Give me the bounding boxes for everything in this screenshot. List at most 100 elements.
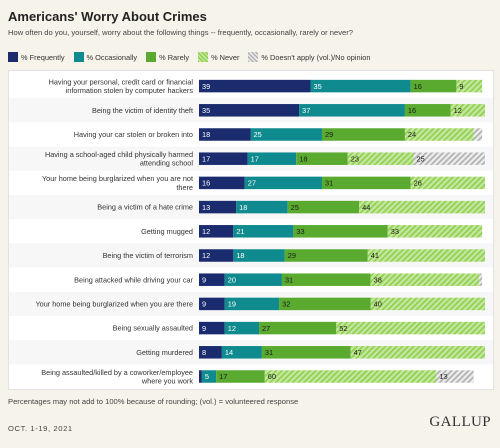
bar-segment [410, 79, 457, 93]
data-label: 18 [299, 154, 307, 163]
bar-segment [221, 346, 262, 359]
bar-segment [233, 225, 294, 238]
data-label: 41 [371, 251, 379, 260]
bar-segment [199, 249, 234, 262]
bar-segment [247, 152, 297, 165]
bar-segment [279, 297, 371, 311]
bar-segment [224, 273, 282, 286]
gallup-logo: GALLUP [429, 414, 491, 430]
bar-segment [224, 321, 260, 335]
data-label: 29 [325, 130, 333, 139]
bar-segment [310, 79, 411, 93]
data-label: 52 [339, 324, 347, 333]
category-label: Being a victim of a hate crime [97, 203, 193, 212]
bar-segment [473, 128, 483, 141]
data-label: 9 [202, 300, 206, 309]
data-label: 12 [202, 251, 210, 260]
data-label: 17 [251, 154, 259, 163]
survey-date: OCT. 1-19, 2021 [8, 424, 73, 433]
data-label: 12 [202, 227, 210, 236]
bar-segment [370, 297, 485, 311]
category-label: Having your personal, credit card or fin… [49, 77, 194, 95]
bar-segment [347, 152, 414, 165]
bar-segment [259, 321, 337, 335]
data-label: 25 [291, 203, 299, 212]
data-label: 5 [205, 372, 209, 381]
bar-segment [199, 79, 311, 93]
bar-segment [299, 104, 405, 117]
category-label: Getting mugged [141, 227, 193, 236]
data-label: 24 [408, 130, 416, 139]
data-label: 20 [228, 275, 236, 284]
bar-segment [321, 128, 405, 141]
category-label: Your home being burglarized when you are… [42, 174, 193, 192]
bar-segment [216, 370, 265, 383]
data-label: 23 [351, 154, 359, 163]
bar-segment [236, 200, 288, 214]
bar-segment [199, 321, 225, 335]
data-label: 31 [325, 179, 333, 188]
data-label: 16 [414, 82, 422, 91]
bar-segment [293, 225, 388, 238]
data-label: 35 [314, 82, 322, 91]
data-label: 26 [414, 179, 422, 188]
data-label: 18 [236, 251, 244, 260]
category-label: Having a school-aged child physically ha… [45, 150, 193, 168]
category-label: Being assaulted/killed by a coworker/emp… [41, 368, 193, 386]
legend-label-doesnt-apply: % Doesn't apply (vol.)/No opinion [261, 52, 371, 62]
bar-segment [359, 200, 485, 214]
category-label: Getting murdered [136, 348, 193, 357]
legend-swatch-doesnt-apply [248, 52, 259, 62]
bar-segment [199, 128, 251, 141]
chart-subtitle: How often do you, yourself, worry about … [8, 28, 353, 37]
data-label: 19 [228, 300, 236, 309]
bar-segment [321, 176, 411, 190]
bar-segment [296, 152, 348, 165]
bar-segment [250, 128, 322, 141]
chart-title: Americans' Worry About Crimes [8, 9, 207, 24]
data-label: 38 [374, 275, 382, 284]
bar-segment [404, 104, 451, 117]
data-label: 35 [202, 106, 210, 115]
data-label: 27 [262, 324, 270, 333]
bar-segment [233, 249, 285, 262]
bar-segment [287, 200, 360, 214]
chart-panel: Having your personal, credit card or fin… [8, 70, 494, 390]
data-label: 17 [202, 154, 210, 163]
data-label: 27 [248, 179, 256, 188]
legend-item-doesnt-apply: % Doesn't apply (vol.)/No opinion [248, 52, 370, 62]
legend-label-never: % Never [211, 52, 240, 62]
footnote: Percentages may not add to 100% because … [8, 397, 299, 406]
legend-item-frequently: % Frequently [8, 52, 65, 62]
data-label: 60 [268, 372, 276, 381]
category-label: Being attacked while driving your car [74, 275, 193, 284]
bar-segment [336, 321, 485, 335]
data-label: 25 [417, 154, 425, 163]
data-label: 8 [202, 348, 206, 357]
bar-segment [199, 104, 300, 117]
bar-segment [201, 370, 217, 383]
bar-segment [199, 346, 222, 359]
data-label: 32 [282, 300, 290, 309]
bar-segment [456, 79, 483, 93]
data-label: 44 [362, 203, 370, 212]
bar-segment [224, 297, 280, 311]
category-label: Having your car stolen or broken into [74, 130, 193, 139]
data-label: 31 [285, 275, 293, 284]
bar-segment [199, 297, 225, 311]
category-label: Being sexually assaulted [113, 324, 193, 333]
bar-segment [479, 273, 483, 286]
bar-segment [199, 225, 234, 238]
data-label: 18 [239, 203, 247, 212]
bar-segment [410, 176, 485, 190]
data-label: 9 [202, 324, 206, 333]
category-label: Being the victim of identity theft [92, 106, 193, 115]
legend-label-rarely: % Rarely [159, 52, 190, 62]
data-label: 47 [354, 348, 362, 357]
legend-swatch-rarely [146, 52, 157, 62]
bar-segment [199, 273, 225, 286]
category-label: Being the victim of terrorism [103, 251, 193, 260]
bar-segment [199, 200, 237, 214]
data-label: 40 [374, 300, 382, 309]
bar-segment [199, 176, 245, 190]
